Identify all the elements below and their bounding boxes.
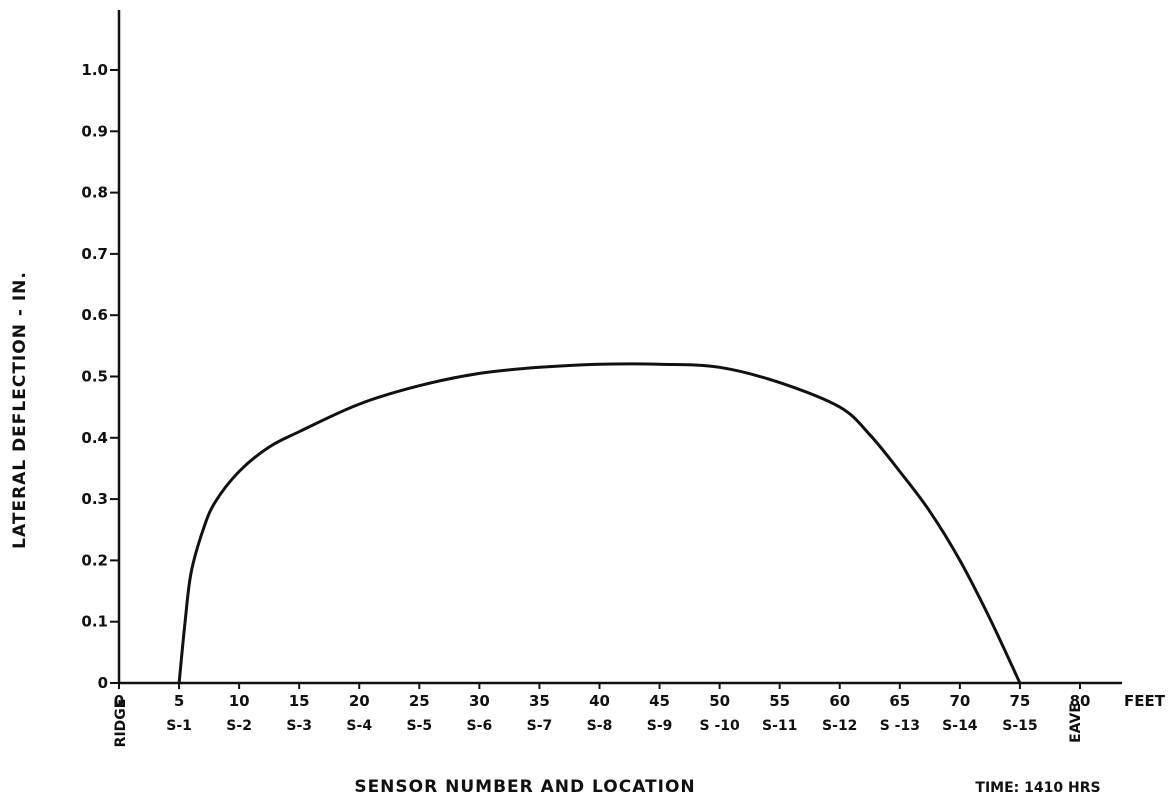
x-tick-label: 80 [1070, 692, 1091, 710]
x-tick-label: 60 [829, 692, 850, 710]
y-tick-label: 0.5 [81, 368, 108, 386]
sensor-label: S-4 [346, 718, 372, 734]
x-tick-label: 40 [589, 692, 610, 710]
sensor-label: S-11 [762, 718, 797, 734]
y-tick-label: 0.8 [81, 184, 108, 202]
y-tick-label: 0.3 [81, 490, 108, 508]
x-axis-label: SENSOR NUMBER AND LOCATION [354, 777, 695, 797]
x-unit-label: FEET [1124, 692, 1166, 710]
x-tick-label: 35 [529, 692, 550, 710]
x-tick-label: 5 [174, 692, 184, 710]
sensor-label: S-3 [286, 718, 312, 734]
series [177, 362, 1022, 685]
x-tick-label: 50 [709, 692, 730, 710]
sensor-label: S-8 [587, 718, 613, 734]
x-tick-label: 0 [114, 692, 124, 710]
sensor-label: S-15 [1002, 718, 1037, 734]
sensor-label: S-9 [647, 718, 673, 734]
sensor-label: S -13 [880, 718, 920, 734]
sensor-label: S-1 [166, 718, 192, 734]
y-tick-label: 0.6 [81, 306, 108, 324]
y-tick-label: 0.7 [81, 245, 108, 263]
y-tick-label: 1.0 [81, 61, 108, 79]
x-tick-label: 30 [469, 692, 490, 710]
sensor-label: S-2 [226, 718, 252, 734]
x-tick-label: 20 [349, 692, 370, 710]
ridge-label: RIDGE [113, 699, 129, 748]
y-tick-label: 0.1 [81, 613, 108, 631]
x-tick-label: 45 [649, 692, 670, 710]
sensor-label: S-14 [942, 718, 978, 734]
x-tick-label: 70 [949, 692, 970, 710]
x-tick-label: 15 [289, 692, 310, 710]
axes [117, 10, 1122, 685]
x-tick-label: 10 [229, 692, 250, 710]
y-tick-label: 0.2 [81, 551, 108, 569]
y-axis-label: LATERAL DEFLECTION - IN. [10, 271, 30, 549]
sensor-labels: S-1 S-2 S-3 S-4 S-5 S-6 S-7 S-8 S-9 S -10 S-11 S-12… [166, 718, 1037, 734]
x-ticks: 0 5 10 15 20 25 30 35 40 45 50 55 60 65 70 75 80 [114, 683, 1091, 710]
x-tick-label: 65 [889, 692, 910, 710]
sensor-label: S-12 [822, 718, 857, 734]
time-annotation: TIME: 1410 HRS [975, 780, 1100, 796]
x-tick-label: 25 [409, 692, 430, 710]
sensor-label: S-5 [406, 718, 432, 734]
sensor-label: S-7 [527, 718, 553, 734]
deflection-curve [177, 362, 1022, 685]
y-ticks: 0 0.1 0.2 0.3 0.4 0.5 0.6 0.7 0.8 0.9 1.0 [81, 61, 119, 692]
x-tick-label: 75 [1010, 692, 1031, 710]
y-tick-label: 0.4 [81, 429, 108, 447]
x-tick-label: 55 [769, 692, 790, 710]
y-tick-label: 0.9 [81, 122, 108, 140]
y-tick-label: 0 [98, 674, 108, 692]
eave-label: EAVE [1068, 703, 1084, 743]
sensor-label: S-6 [467, 718, 493, 734]
sensor-label: S -10 [700, 718, 741, 734]
